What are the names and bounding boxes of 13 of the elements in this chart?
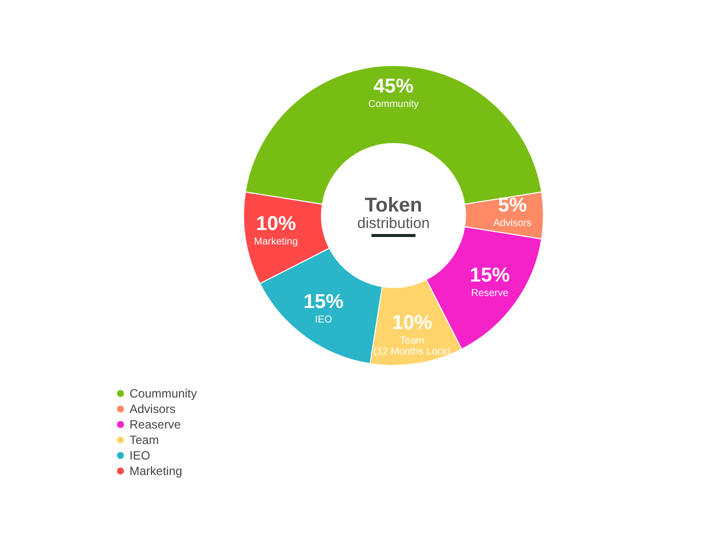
data-label: 5% Advisors [493,194,532,229]
legend-label: Advisors [130,402,176,416]
data-label: 45% Community [368,76,419,110]
data-label: 10% Team (12 Months Lock) [373,312,451,358]
legend-label: Reaserve [130,418,182,432]
data-label: 15% Reserve [470,264,510,299]
text: Token distribution [357,194,430,232]
legend-label: IEO [130,448,150,462]
data-label: 10% Marketing [254,213,298,248]
legend-label: Coummunity [130,386,197,400]
legend-label: Team [130,433,159,447]
data-label: 15% IEO [304,290,344,326]
legend-label: Marketing [130,464,182,478]
